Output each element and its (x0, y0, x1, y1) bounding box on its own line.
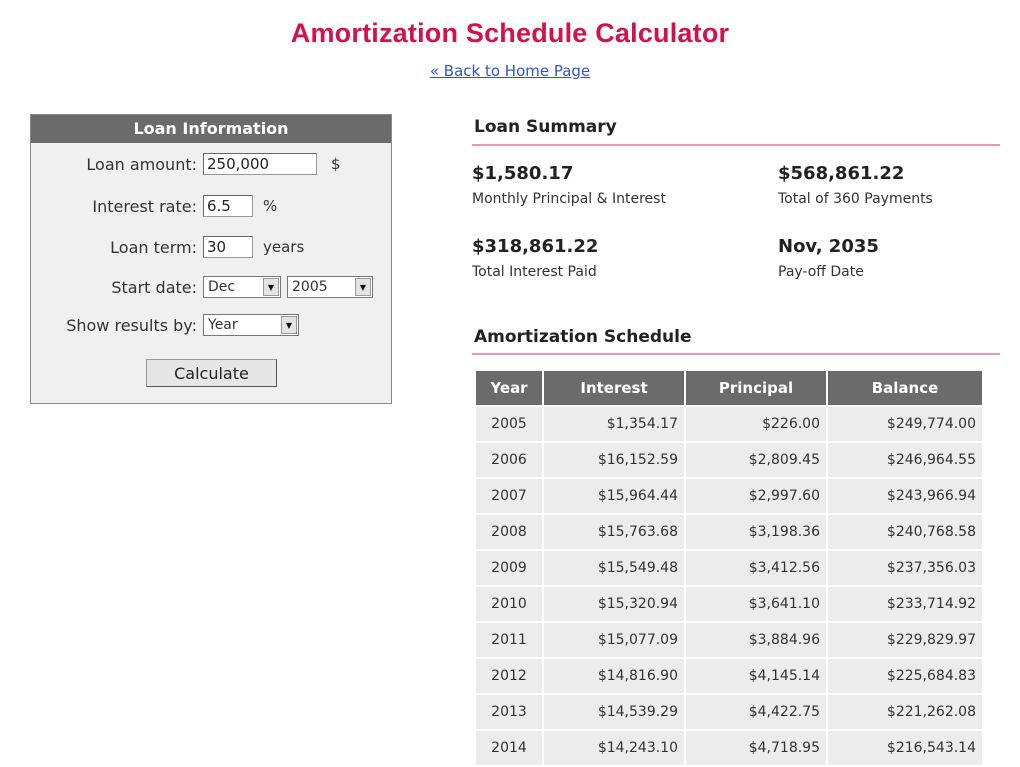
interest-rate-unit: % (263, 197, 278, 215)
balance-cell: $246,964.55 (828, 443, 982, 477)
show-results-row: Show results by: Year ▼ (31, 311, 299, 339)
chevron-down-icon: ▼ (263, 278, 279, 296)
column-header-year: Year (476, 371, 542, 405)
interest-cell: $15,077.09 (544, 623, 684, 657)
page-title: Amortization Schedule Calculator (290, 18, 730, 48)
table-row: 2009 $15,549.48 $3,412.56 $237,356.03 (476, 551, 982, 585)
interest-cell: $15,320.94 (544, 587, 684, 621)
start-year-value: 2005 (292, 279, 328, 295)
loan-term-label: Loan term: (110, 237, 197, 257)
balance-cell: $249,774.00 (828, 407, 982, 441)
column-header-balance: Balance (828, 371, 982, 405)
principal-cell: $3,198.36 (686, 515, 826, 549)
interest-rate-label: Interest rate: (92, 196, 197, 216)
principal-cell: $2,997.60 (686, 479, 826, 513)
balance-cell: $221,262.08 (828, 695, 982, 729)
year-cell: 2005 (476, 407, 542, 441)
payoff-date-value: Nov, 2035 (778, 236, 879, 257)
interest-rate-row: Interest rate: % (31, 192, 277, 220)
interest-cell: $16,152.59 (544, 443, 684, 477)
interest-rate-input[interactable] (203, 195, 253, 217)
principal-cell: $3,884.96 (686, 623, 826, 657)
table-row: 2008 $15,763.68 $3,198.36 $240,768.58 (476, 515, 982, 549)
table-row: 2006 $16,152.59 $2,809.45 $246,964.55 (476, 443, 982, 477)
chevron-down-icon: ▼ (355, 278, 371, 296)
monthly-payment-label: Monthly Principal & Interest (472, 191, 666, 207)
show-results-label: Show results by: (66, 315, 197, 335)
interest-cell: $1,354.17 (544, 407, 684, 441)
table-row: 2007 $15,964.44 $2,997.60 $243,966.94 (476, 479, 982, 513)
balance-cell: $240,768.58 (828, 515, 982, 549)
monthly-payment-value: $1,580.17 (472, 163, 574, 184)
year-cell: 2009 (476, 551, 542, 585)
total-interest-label: Total Interest Paid (472, 264, 597, 280)
principal-cell: $4,422.75 (686, 695, 826, 729)
loan-summary-divider (472, 144, 1000, 146)
interest-cell: $15,763.68 (544, 515, 684, 549)
table-row: 2010 $15,320.94 $3,641.10 $233,714.92 (476, 587, 982, 621)
table-row: 2013 $14,539.29 $4,422.75 $221,262.08 (476, 695, 982, 729)
interest-cell: $14,816.90 (544, 659, 684, 693)
year-cell: 2013 (476, 695, 542, 729)
loan-amount-unit: $ (331, 155, 341, 173)
principal-cell: $2,809.45 (686, 443, 826, 477)
start-month-value: Dec (208, 279, 236, 295)
total-interest-value: $318,861.22 (472, 236, 599, 257)
loan-amount-input[interactable] (203, 153, 317, 175)
principal-cell: $4,718.95 (686, 731, 826, 765)
principal-cell: $3,412.56 (686, 551, 826, 585)
amortization-schedule-divider (472, 353, 1000, 355)
balance-cell: $237,356.03 (828, 551, 982, 585)
balance-cell: $229,829.97 (828, 623, 982, 657)
loan-summary-heading: Loan Summary (474, 117, 617, 137)
interest-cell: $15,549.48 (544, 551, 684, 585)
principal-cell: $4,145.14 (686, 659, 826, 693)
balance-cell: $216,543.14 (828, 731, 982, 765)
back-to-home-link[interactable]: « Back to Home Page (429, 62, 591, 80)
show-results-value: Year (208, 317, 238, 333)
balance-cell: $243,966.94 (828, 479, 982, 513)
principal-cell: $3,641.10 (686, 587, 826, 621)
loan-information-heading: Loan Information (31, 115, 391, 143)
year-cell: 2012 (476, 659, 542, 693)
chevron-down-icon: ▼ (281, 316, 297, 334)
year-cell: 2008 (476, 515, 542, 549)
loan-term-row: Loan term: years (31, 233, 304, 261)
year-cell: 2007 (476, 479, 542, 513)
loan-amount-row: Loan amount: $ (31, 150, 341, 178)
show-results-select[interactable]: Year ▼ (203, 314, 299, 336)
year-cell: 2006 (476, 443, 542, 477)
back-link-container: « Back to Home Page (0, 62, 1020, 80)
start-date-label: Start date: (111, 277, 197, 297)
column-header-interest: Interest (544, 371, 684, 405)
table-row: 2012 $14,816.90 $4,145.14 $225,684.83 (476, 659, 982, 693)
year-cell: 2014 (476, 731, 542, 765)
start-date-row: Start date: Dec ▼ 2005 ▼ (31, 273, 373, 301)
loan-term-input[interactable] (203, 236, 253, 258)
balance-cell: $225,684.83 (828, 659, 982, 693)
table-header-row: Year Interest Principal Balance (476, 371, 982, 405)
payoff-date-label: Pay-off Date (778, 264, 864, 280)
start-month-select[interactable]: Dec ▼ (203, 276, 281, 298)
loan-amount-label: Loan amount: (86, 154, 197, 174)
total-payments-label: Total of 360 Payments (778, 191, 933, 207)
year-cell: 2011 (476, 623, 542, 657)
table-row: 2005 $1,354.17 $226.00 $249,774.00 (476, 407, 982, 441)
total-payments-value: $568,861.22 (778, 163, 905, 184)
interest-cell: $14,243.10 (544, 731, 684, 765)
calculate-button[interactable]: Calculate (146, 359, 277, 387)
table-row: 2011 $15,077.09 $3,884.96 $229,829.97 (476, 623, 982, 657)
balance-cell: $233,714.92 (828, 587, 982, 621)
start-year-select[interactable]: 2005 ▼ (287, 276, 373, 298)
principal-cell: $226.00 (686, 407, 826, 441)
table-row: 2014 $14,243.10 $4,718.95 $216,543.14 (476, 731, 982, 765)
interest-cell: $15,964.44 (544, 479, 684, 513)
loan-term-unit: years (263, 238, 305, 256)
loan-information-panel: Loan Information Loan amount: $ Interest… (30, 114, 392, 404)
interest-cell: $14,539.29 (544, 695, 684, 729)
amortization-schedule-heading: Amortization Schedule (474, 327, 692, 347)
column-header-principal: Principal (686, 371, 826, 405)
amortization-table: Year Interest Principal Balance 2005 $1,… (474, 369, 984, 767)
year-cell: 2010 (476, 587, 542, 621)
